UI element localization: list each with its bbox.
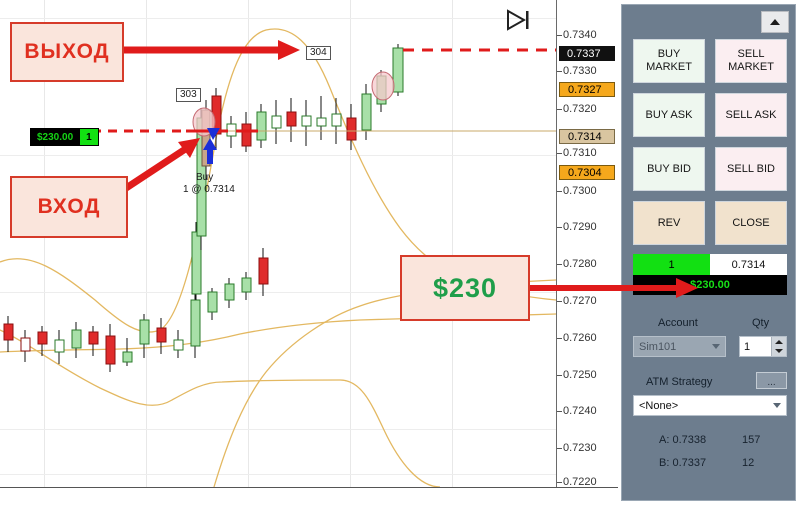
axis-tick: 0.7310 bbox=[557, 148, 597, 159]
axis-tick: 0.7220 bbox=[557, 477, 597, 488]
spinner-up-icon[interactable] bbox=[775, 339, 783, 344]
gridline bbox=[0, 429, 556, 430]
collapse-panel-button[interactable] bbox=[761, 11, 789, 33]
chart-pnl-qty: 1 bbox=[79, 129, 98, 145]
gridline bbox=[0, 18, 556, 19]
gridline bbox=[146, 0, 147, 487]
triangle-up-icon bbox=[770, 19, 780, 25]
axis-tick: 0.7300 bbox=[557, 186, 597, 197]
buy-market-button[interactable]: BUY MARKET bbox=[633, 39, 705, 83]
position-quantity: 1 bbox=[633, 254, 710, 275]
callout-exit-label: ВЫХОД bbox=[24, 40, 110, 63]
order-marker-label-line1: Buy bbox=[196, 172, 214, 183]
atm-strategy-value: <None> bbox=[639, 399, 679, 412]
qty-label: Qty bbox=[752, 317, 770, 329]
gridline bbox=[0, 155, 556, 156]
price-axis[interactable]: 0.7340 0.7330 0.7320 0.7310 0.7300 0.729… bbox=[556, 0, 619, 488]
gridline bbox=[248, 0, 249, 487]
ask-size: 157 bbox=[742, 434, 761, 446]
spinner-down-icon[interactable] bbox=[775, 349, 783, 354]
panel-pnl-value: $230.00 bbox=[633, 275, 787, 295]
account-label: Account bbox=[658, 317, 698, 329]
callout-profit: $230 bbox=[400, 255, 530, 321]
chart-pnl-tag[interactable]: $230.00 1 bbox=[30, 128, 99, 146]
price-chart[interactable]: 303 304 Buy 1 @ 0.7314 $230.00 1 bbox=[0, 0, 618, 505]
x-axis-line bbox=[0, 487, 618, 488]
order-price-tag: 0.7327 bbox=[559, 82, 615, 97]
chevron-down-icon bbox=[712, 344, 720, 349]
order-price-tag: 0.7304 bbox=[559, 165, 615, 180]
axis-tick: 0.7260 bbox=[557, 333, 597, 344]
quantity-value: 1 bbox=[744, 340, 751, 353]
axis-tick: 0.7320 bbox=[557, 104, 597, 115]
account-value: Sim101 bbox=[639, 340, 677, 353]
buy-bid-button[interactable]: BUY BID bbox=[633, 147, 705, 191]
quantity-stepper[interactable]: 1 bbox=[739, 336, 787, 357]
bar-number-tag: 303 bbox=[176, 88, 201, 102]
close-button[interactable]: CLOSE bbox=[715, 201, 787, 245]
buy-ask-button[interactable]: BUY ASK bbox=[633, 93, 705, 137]
gridline bbox=[452, 0, 453, 487]
last-price-tag: 0.7337 bbox=[559, 46, 615, 61]
position-price: 0.7314 bbox=[710, 254, 787, 275]
bid-size: 12 bbox=[742, 457, 755, 469]
axis-tick: 0.7280 bbox=[557, 259, 597, 270]
reverse-button[interactable]: REV bbox=[633, 201, 705, 245]
atm-strategy-options-button[interactable]: ... bbox=[756, 372, 787, 389]
quantity-spinner[interactable] bbox=[771, 337, 786, 356]
chevron-down-icon bbox=[773, 403, 781, 408]
ask-price: A: 0.7338 bbox=[659, 434, 707, 446]
callout-exit: ВЫХОД bbox=[10, 22, 124, 82]
skip-to-end-icon[interactable] bbox=[505, 8, 533, 32]
axis-tick: 0.7290 bbox=[557, 222, 597, 233]
axis-tick: 0.7240 bbox=[557, 406, 597, 417]
chart-pnl-amount: $230.00 bbox=[37, 131, 74, 143]
gridline bbox=[350, 0, 351, 487]
axis-tick: 0.7330 bbox=[557, 66, 597, 77]
atm-strategy-select[interactable]: <None> bbox=[633, 395, 787, 416]
callout-entry: ВХОД bbox=[10, 176, 128, 238]
bar-number-tag: 304 bbox=[306, 46, 331, 60]
sell-bid-button[interactable]: SELL BID bbox=[715, 147, 787, 191]
gridline bbox=[44, 0, 45, 487]
axis-tick: 0.7340 bbox=[557, 30, 597, 41]
bid-price: B: 0.7337 bbox=[659, 457, 707, 469]
order-entry-panel[interactable]: BUY MARKET SELL MARKET BUY ASK SELL ASK BU… bbox=[621, 4, 796, 501]
axis-tick: 0.7270 bbox=[557, 296, 597, 307]
gridline bbox=[0, 292, 556, 293]
gridline bbox=[0, 474, 556, 475]
position-row: 1 0.7314 bbox=[633, 254, 787, 275]
callout-entry-label: ВХОД bbox=[37, 195, 101, 218]
atm-strategy-label: ATM Strategy bbox=[646, 376, 713, 388]
sell-market-button[interactable]: SELL MARKET bbox=[715, 39, 787, 83]
axis-tick: 0.7230 bbox=[557, 443, 597, 454]
order-marker-label-line2: 1 @ 0.7314 bbox=[183, 184, 235, 195]
sell-ask-button[interactable]: SELL ASK bbox=[715, 93, 787, 137]
buy-arrow-icon bbox=[203, 138, 217, 164]
trade-button-grid[interactable]: BUY MARKET SELL MARKET BUY ASK SELL ASK BU… bbox=[633, 39, 787, 245]
account-select[interactable]: Sim101 bbox=[633, 336, 726, 357]
entry-price-tag: 0.7314 bbox=[559, 129, 615, 144]
callout-profit-label: $230 bbox=[432, 272, 498, 303]
axis-tick: 0.7250 bbox=[557, 370, 597, 381]
